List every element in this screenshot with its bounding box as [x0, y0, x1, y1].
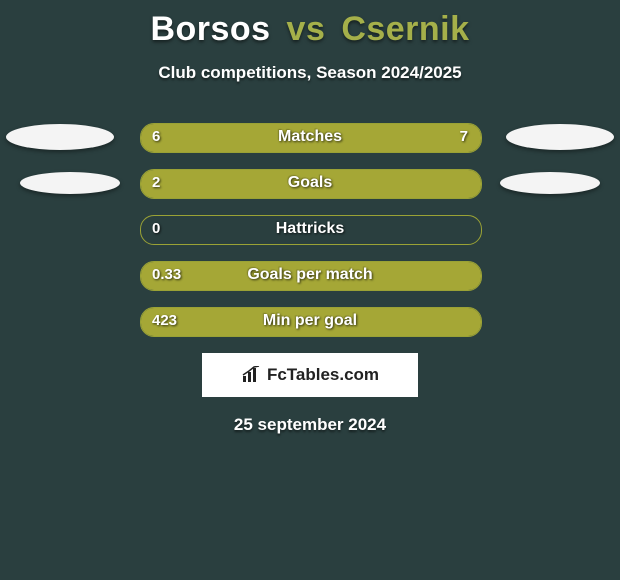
bar-chart-icon	[241, 366, 263, 384]
stat-row-gpm: Goals per match0.33	[0, 261, 620, 289]
stat-row-mpg: Min per goal423	[0, 307, 620, 335]
stat-row-matches: Matches67	[0, 123, 620, 151]
player2-marker	[506, 124, 614, 150]
stats-rows: Matches67 Goals2 Hattricks0 Goals per match…	[0, 123, 620, 335]
subtitle: Club competitions, Season 2024/2025	[0, 63, 620, 83]
stat-track	[140, 123, 482, 153]
player2-name: Csernik	[341, 10, 469, 48]
source-logo-text: FcTables.com	[267, 365, 379, 385]
snapshot-date: 25 september 2024	[0, 415, 620, 435]
fill-player1	[141, 262, 481, 290]
fill-player1	[141, 308, 481, 336]
source-logo: FcTables.com	[241, 365, 379, 385]
source-logo-box: FcTables.com	[202, 353, 418, 397]
stat-row-hattricks: Hattricks0	[0, 215, 620, 243]
player1-marker	[6, 124, 114, 150]
page-title: Borsos vs Csernik	[0, 0, 620, 49]
stat-track	[140, 215, 482, 245]
stat-track	[140, 169, 482, 199]
player2-marker	[500, 172, 600, 194]
fill-player2	[297, 124, 481, 152]
stat-track	[140, 261, 482, 291]
comparison-widget: Borsos vs Csernik Club competitions, Sea…	[0, 0, 620, 580]
player1-marker	[20, 172, 120, 194]
stat-row-goals: Goals2	[0, 169, 620, 197]
fill-player1	[141, 170, 481, 198]
fill-player1	[141, 124, 297, 152]
stat-track	[140, 307, 482, 337]
player1-name: Borsos	[150, 10, 270, 48]
vs-label: vs	[287, 10, 326, 48]
